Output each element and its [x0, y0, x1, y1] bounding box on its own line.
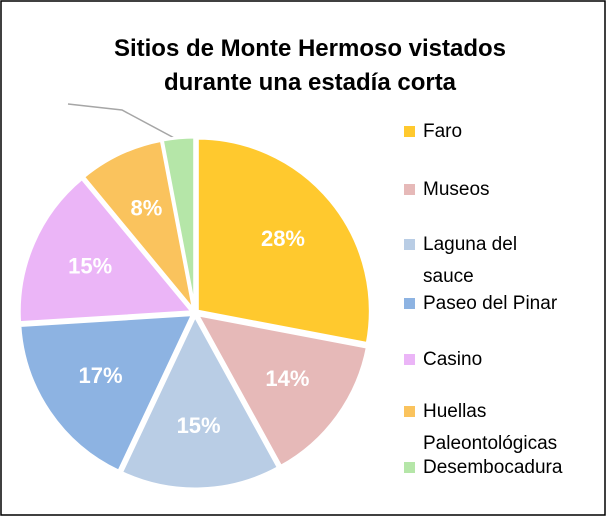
- pie-slice: [119, 312, 281, 491]
- legend-swatch: [404, 406, 415, 417]
- pie: 28% 14% 15% 17% 15% 8%: [17, 135, 372, 491]
- legend-label: Casino: [423, 349, 483, 370]
- legend-label: Huellas Paleontológicas: [423, 401, 558, 454]
- data-label: 28%: [261, 226, 305, 251]
- chart-title: durante una estadía corta: [164, 69, 457, 96]
- pie-slice: [194, 312, 370, 469]
- legend-swatch: [404, 354, 415, 365]
- data-label: 15%: [68, 253, 112, 278]
- pie-slice: [160, 135, 197, 311]
- legend-swatch: [404, 184, 415, 195]
- chart-title: Sitios de Monte Hermoso vistados: [114, 35, 506, 62]
- data-label: 8%: [130, 195, 162, 220]
- data-label: 17%: [79, 363, 123, 388]
- legend-swatch: [404, 298, 415, 309]
- legend-label: Desembocadura: [423, 457, 563, 478]
- legend-label: Paseo del Pinar: [423, 293, 558, 314]
- pie-slice: [18, 313, 195, 474]
- legend-swatch: [404, 462, 415, 473]
- pie-slice: [17, 176, 196, 325]
- leader-line: [67, 103, 179, 141]
- legend-swatch: [404, 239, 415, 250]
- legend-label: Museos: [423, 179, 490, 200]
- legend-swatch: [404, 126, 415, 137]
- data-label: 14%: [265, 366, 309, 391]
- data-label: 15%: [177, 413, 221, 438]
- legend-label: Faro: [423, 121, 463, 142]
- pie-slice: [195, 136, 372, 346]
- legend-label: Laguna del sauce: [423, 234, 518, 287]
